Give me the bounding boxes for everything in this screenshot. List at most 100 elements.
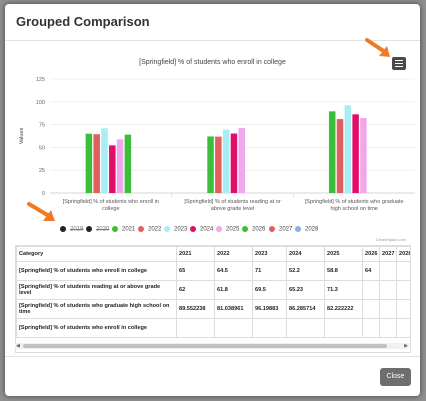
grouped-comparison-modal: Grouped Comparison [Springfield] % of st… [5, 4, 420, 396]
legend-marker-icon [295, 226, 301, 232]
table-header-cell: Category [16, 246, 177, 262]
close-button[interactable]: Close [380, 368, 411, 386]
table-value-cell: 58.8 [324, 261, 363, 281]
legend-item-2023[interactable]: 2023 [164, 226, 187, 233]
y-axis-label: Values [19, 128, 25, 145]
bar-2024 [352, 114, 359, 193]
table-value-cell: 64.5 [214, 261, 253, 281]
modal-header: Grouped Comparison [5, 4, 420, 41]
legend-item-2021[interactable]: 2021 [112, 226, 135, 233]
x-tick-label: [Springfield] % of students who graduate [305, 199, 404, 205]
legend-label: 2020 [96, 226, 110, 233]
bar-2025 [238, 127, 245, 193]
table-value-cell [396, 280, 410, 300]
legend-marker-icon [60, 226, 66, 232]
bar-2022 [336, 119, 344, 193]
table-value-cell: 71.3 [324, 280, 363, 300]
x-tick-label: [Springfield] % of students who enroll i… [63, 199, 159, 205]
bar-2022 [215, 136, 222, 193]
modal-footer [5, 356, 420, 396]
table-row: [Springfield] % of students reading at o… [16, 280, 410, 300]
table-value-cell: 81.038961 [214, 299, 253, 319]
table-value-cell: 89.552238 [176, 299, 215, 319]
bar-2024 [230, 133, 238, 193]
bar-2023 [101, 128, 108, 193]
scroll-left-icon[interactable]: ◀ [16, 343, 20, 349]
table-value-cell [362, 318, 380, 338]
legend-label: 2028 [305, 226, 319, 233]
chart-menu-button[interactable] [392, 57, 406, 70]
legend-item-2019[interactable]: 2019 [60, 226, 83, 233]
y-tick-label: 125 [36, 77, 45, 83]
table-value-cell [379, 318, 397, 338]
table-value-cell: 62 [176, 280, 215, 300]
table-value-cell [286, 318, 325, 338]
bar-2025 [360, 118, 367, 193]
legend-label: 2019 [70, 226, 84, 233]
table-value-cell [396, 318, 410, 338]
legend-marker-icon [164, 226, 170, 232]
scroll-right-icon[interactable]: ▶ [404, 343, 408, 349]
legend-label: 2021 [122, 226, 136, 233]
scrollbar-thumb[interactable] [23, 344, 387, 348]
y-tick-label: 100 [36, 100, 45, 106]
legend-item-2025[interactable]: 2025 [216, 226, 239, 233]
legend-item-2028[interactable]: 2028 [295, 226, 318, 233]
y-tick-label: 0 [42, 191, 45, 197]
legend-item-2024[interactable]: 2024 [190, 226, 213, 233]
x-tick-label: college [102, 206, 119, 212]
x-tick-label: above grade level [211, 206, 254, 212]
legend-marker-icon [138, 226, 144, 232]
bar-2021 [207, 136, 214, 193]
bar-2023 [222, 129, 230, 193]
legend-marker-icon [216, 226, 222, 232]
bar-2023 [344, 105, 352, 193]
legend-marker-icon [86, 226, 92, 232]
legend-marker-icon [269, 226, 275, 232]
legend-label: 2022 [148, 226, 162, 233]
table-header-cell: 2024 [286, 246, 325, 262]
legend-marker-icon [112, 226, 118, 232]
bar-2024 [109, 145, 116, 193]
table-category-cell: [Springfield] % of students reading at o… [16, 280, 177, 300]
bar-2025 [116, 139, 124, 193]
table-row: [Springfield] % of students who enroll i… [16, 318, 410, 338]
table-value-cell [176, 318, 215, 338]
table-row: [Springfield] % of students who graduate… [16, 299, 410, 319]
table-value-cell: 65 [176, 261, 215, 281]
x-tick-label: high school on time [330, 206, 377, 212]
table-value-cell: 61.8 [214, 280, 253, 300]
legend-item-2022[interactable]: 2022 [138, 226, 161, 233]
horizontal-scrollbar[interactable]: ◀ ▶ [15, 343, 409, 349]
table-category-cell: [Springfield] % of students who enroll i… [16, 318, 177, 338]
table-value-cell: 71 [252, 261, 287, 281]
chart-credits[interactable]: ClearImpact.com [375, 237, 406, 242]
table-value-cell [379, 261, 397, 281]
table-value-cell [214, 318, 253, 338]
table-header-cell: 2027 [379, 246, 397, 262]
legend-label: 2026 [252, 226, 266, 233]
table-header-cell: 2023 [252, 246, 287, 262]
legend-item-2026[interactable]: 2026 [242, 226, 265, 233]
y-tick-label: 75 [39, 123, 45, 129]
table-header-cell: 2021 [176, 246, 215, 262]
table-row: [Springfield] % of students who enroll i… [16, 261, 410, 281]
legend-label: 2024 [200, 226, 214, 233]
bar-2021 [328, 111, 336, 193]
table-value-cell [324, 318, 363, 338]
legend-label: 2023 [174, 226, 188, 233]
x-tick-label: [Springfield] % of students reading at o… [184, 199, 280, 205]
legend-marker-icon [242, 226, 248, 232]
orange-arrow-icon [27, 202, 55, 221]
table-value-cell: 69.5 [252, 280, 287, 300]
table-value-cell: 86.285714 [286, 299, 325, 319]
legend-item-2027[interactable]: 2027 [269, 226, 292, 233]
legend-label: 2027 [279, 226, 293, 233]
table-header-row: Category 2021 2022 2023 2024 2025 2026 2027 2028 [16, 246, 410, 262]
table-value-cell: 52.2 [286, 261, 325, 281]
legend-item-2020[interactable]: 2020 [86, 226, 109, 233]
table-value-cell [379, 280, 397, 300]
bar-2021 [85, 133, 93, 193]
table-header-cell: 2025 [324, 246, 363, 262]
bar-2026 [124, 134, 132, 193]
